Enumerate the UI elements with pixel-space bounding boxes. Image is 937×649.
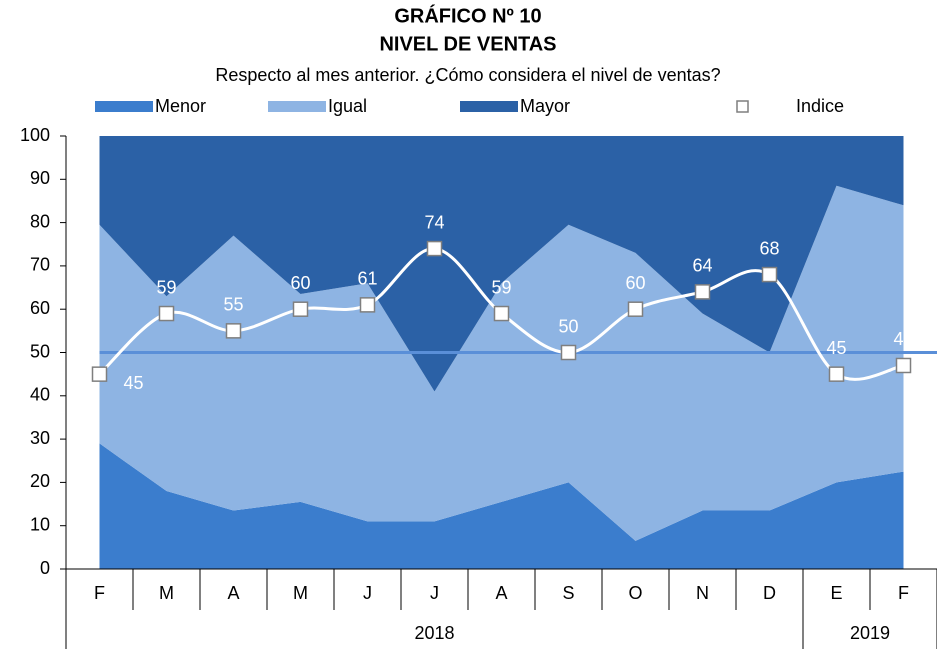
y-tick-label: 50 (30, 341, 50, 361)
data-label: 68 (759, 238, 779, 258)
data-label: 45 (826, 338, 846, 358)
data-label: 55 (223, 295, 243, 315)
index-marker (895, 357, 912, 374)
data-label: 45 (124, 373, 144, 393)
area (99, 443, 904, 569)
x-tick-label: A (495, 583, 507, 603)
x-tick-label: E (830, 583, 842, 603)
data-label: 60 (625, 273, 645, 293)
x-tick-label: S (562, 583, 574, 603)
y-tick-label: 0 (40, 558, 50, 578)
data-label: 74 (424, 212, 444, 232)
data-label: 60 (290, 273, 310, 293)
y-tick-label: 60 (30, 298, 50, 318)
index-marker (91, 366, 108, 382)
x-tick-label: A (227, 583, 239, 603)
legend-swatch (95, 101, 153, 112)
y-tick-label: 100 (20, 125, 50, 145)
legend-label: Igual (328, 96, 367, 116)
chart-subtitle: NIVEL DE VENTAS (379, 33, 556, 55)
index-marker (292, 301, 309, 317)
y-tick-label: 70 (30, 255, 50, 275)
x-tick-label: F (898, 583, 909, 603)
x-tick-label: M (293, 583, 308, 603)
x-tick-label: D (763, 583, 776, 603)
area (99, 185, 904, 541)
area (99, 136, 904, 392)
x-tick-label: N (696, 583, 709, 603)
data-label: 50 (558, 316, 578, 336)
y-tick-label: 80 (30, 211, 50, 231)
legend-label: Mayor (520, 96, 570, 116)
index-marker (761, 266, 778, 283)
chart-title: GRÁFICO Nº 10 (394, 4, 541, 27)
data-label: 59 (156, 277, 176, 297)
data-label: 61 (357, 269, 377, 289)
legend-swatch (460, 101, 518, 112)
y-tick-label: 10 (30, 514, 50, 534)
x-tick-label: J (363, 583, 372, 603)
index-marker (560, 344, 577, 361)
index-marker (627, 301, 644, 317)
y-tick-label: 20 (30, 471, 50, 491)
index-marker (158, 305, 175, 322)
data-label: 59 (491, 277, 511, 297)
legend-label: Indice (796, 96, 844, 116)
x-tick-label: J (430, 583, 439, 603)
legend-swatch (268, 101, 326, 112)
group-label: 2019 (850, 623, 890, 643)
index-marker (359, 297, 376, 313)
index-marker (694, 284, 711, 300)
y-tick-label: 30 (30, 428, 50, 448)
x-tick-label: F (94, 583, 105, 603)
index-marker (493, 305, 510, 322)
index-marker (828, 366, 845, 382)
group-label: 2018 (414, 623, 454, 643)
chart-caption: Respecto al mes anterior. ¿Cómo consider… (215, 65, 720, 85)
y-tick-label: 90 (30, 168, 50, 188)
data-label: 47 (893, 329, 913, 349)
index-marker (426, 240, 443, 257)
legend-label: Menor (155, 96, 206, 116)
index-marker (225, 323, 242, 339)
y-tick-label: 40 (30, 385, 50, 405)
legend-marker (736, 100, 749, 113)
x-tick-label: O (628, 583, 642, 603)
x-tick-label: M (159, 583, 174, 603)
data-label: 64 (692, 256, 712, 276)
